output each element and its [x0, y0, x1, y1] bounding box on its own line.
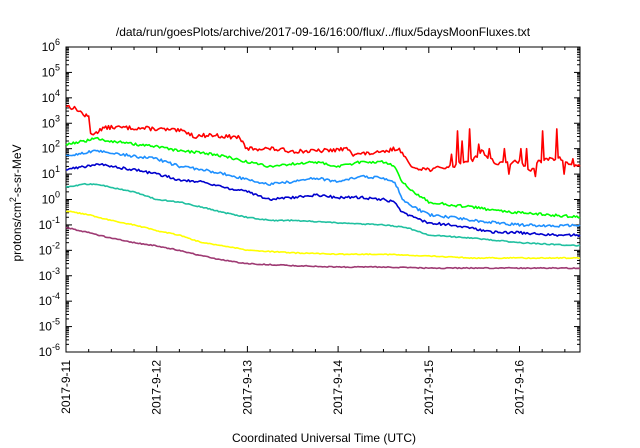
- y-tick-exponent: 0: [55, 190, 60, 200]
- y-tick-base: 10: [39, 294, 53, 308]
- x-tick-label: 2017-9-12: [150, 360, 164, 415]
- y-axis-label-pre: protons/cm: [10, 202, 24, 261]
- y-tick-label: 101: [42, 164, 60, 181]
- y-tick-exponent: 5: [55, 62, 60, 72]
- y-tick-base: 10: [39, 218, 53, 232]
- y-tick-label: 104: [42, 88, 60, 105]
- y-tick-exponent: 2: [55, 139, 60, 149]
- y-tick-exponent: -3: [52, 266, 60, 276]
- y-tick-exponent: 3: [55, 113, 60, 123]
- y-tick-exponent: -2: [52, 240, 60, 250]
- y-tick-label: 10-6: [39, 342, 60, 359]
- series-group: [65, 104, 581, 270]
- y-axis-label-sup: 2: [8, 197, 18, 202]
- y-tick-base: 10: [42, 142, 56, 156]
- y-tick-base: 10: [39, 269, 53, 283]
- x-tick-label: 2017-9-14: [331, 360, 345, 415]
- axes: 10-610-510-410-310-210-11001011021031041…: [39, 37, 581, 415]
- y-tick-base: 10: [39, 345, 53, 359]
- x-tick-label: 2017-9-15: [422, 360, 436, 415]
- y-tick-base: 10: [42, 65, 56, 79]
- svg-text:protons/cm2-s-sr-MeV: protons/cm2-s-sr-MeV: [8, 144, 24, 261]
- y-tick-label: 10-4: [39, 291, 60, 308]
- y-tick-exponent: 6: [55, 37, 60, 47]
- x-tick-label: 2017-9-11: [59, 360, 73, 414]
- flux-series-line-5: [65, 182, 581, 247]
- x-axis-label: Coordinated Universal Time (UTC): [232, 431, 416, 445]
- y-tick-label: 105: [42, 62, 60, 79]
- y-tick-label: 106: [42, 37, 60, 54]
- flux-series-line-3: [65, 149, 581, 228]
- y-tick-base: 10: [39, 320, 53, 334]
- y-tick-label: 10-5: [39, 317, 60, 334]
- y-tick-exponent: -5: [52, 317, 60, 327]
- chart-title: /data/run/goesPlots/archive/2017-09-16/1…: [116, 25, 531, 39]
- y-tick-exponent: -1: [52, 215, 60, 225]
- y-tick-base: 10: [42, 193, 56, 207]
- flux-series-line-2: [65, 136, 581, 219]
- y-tick-label: 103: [42, 113, 60, 130]
- y-tick-label: 10-3: [39, 266, 60, 283]
- y-tick-label: 100: [42, 190, 60, 207]
- y-tick-exponent: 1: [55, 164, 60, 174]
- y-tick-base: 10: [42, 40, 56, 54]
- y-tick-exponent: -4: [52, 291, 60, 301]
- y-tick-label: 10-2: [39, 240, 60, 257]
- flux-series-line-1: [65, 104, 581, 178]
- y-tick-base: 10: [39, 243, 53, 257]
- y-tick-base: 10: [42, 91, 56, 105]
- y-axis-label: protons/cm2-s-sr-MeV: [8, 144, 24, 261]
- y-tick-label: 102: [42, 139, 60, 156]
- y-tick-label: 10-1: [39, 215, 60, 232]
- y-tick-base: 10: [42, 167, 56, 181]
- y-tick-exponent: -6: [52, 342, 60, 352]
- flux-series-line-7: [65, 226, 581, 270]
- y-tick-exponent: 4: [55, 88, 60, 98]
- y-tick-base: 10: [42, 116, 56, 130]
- x-tick-label: 2017-9-16: [513, 360, 527, 415]
- plot-frame: [65, 46, 581, 353]
- y-axis-label-post: -s-sr-MeV: [10, 144, 24, 197]
- flux-series-line-4: [65, 163, 581, 237]
- flux-series-line-6: [65, 210, 581, 260]
- x-tick-label: 2017-9-13: [240, 360, 254, 415]
